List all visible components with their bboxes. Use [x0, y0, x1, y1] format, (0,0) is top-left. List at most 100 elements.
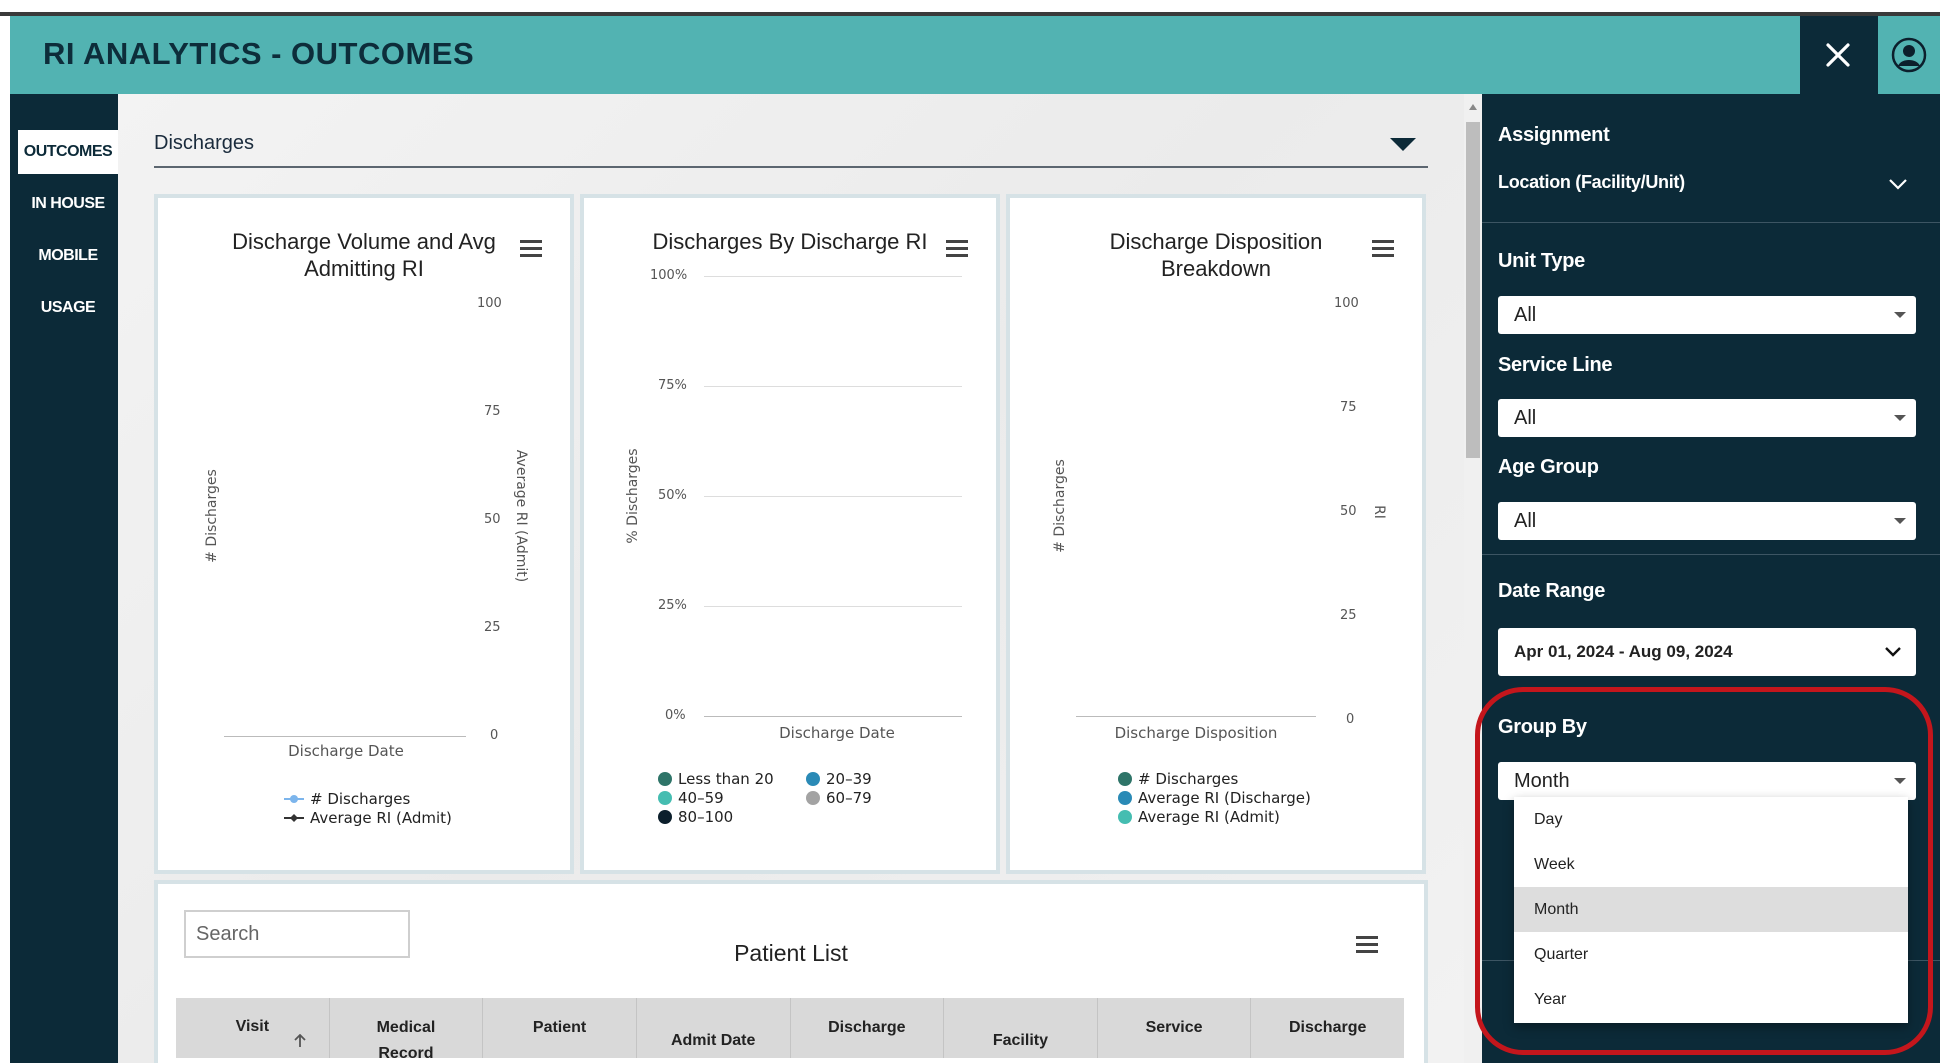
y-tick: 50: [1340, 504, 1357, 519]
legend-item[interactable]: Average RI (Discharge): [1118, 789, 1311, 807]
legend-dot: [1118, 772, 1132, 786]
x-axis-line: [224, 736, 466, 737]
group-by-option-day[interactable]: Day: [1534, 810, 1563, 828]
column-header-patient[interactable]: Patient: [483, 998, 637, 1058]
legend-item[interactable]: 60–79: [806, 789, 872, 807]
unit-type-select[interactable]: All: [1498, 296, 1916, 334]
chart-menu-icon[interactable]: [1372, 240, 1394, 258]
service-line-label: Service Line: [1498, 354, 1613, 376]
chart-menu-icon[interactable]: [520, 240, 542, 258]
group-by-option-year[interactable]: Year: [1534, 990, 1567, 1008]
legend-item[interactable]: # Discharges: [1118, 770, 1238, 788]
chevron-down-icon[interactable]: [1888, 178, 1908, 190]
column-header-discharge[interactable]: Discharge: [791, 998, 945, 1058]
legend-dot: [658, 772, 672, 786]
legend-item[interactable]: # Discharges: [284, 790, 410, 808]
legend-dot: [1118, 791, 1132, 805]
dropdown-arrow-icon: [1894, 518, 1906, 524]
y-axis-label: % Discharges: [625, 448, 641, 544]
scroll-up-arrow-icon[interactable]: [1469, 104, 1477, 110]
group-by-option-week[interactable]: Week: [1534, 855, 1575, 873]
user-account-icon: [1891, 37, 1927, 73]
left-navigation: OUTCOMES IN HOUSE MOBILE USAGE: [10, 94, 118, 1063]
line-marker-icon: [284, 814, 304, 822]
chevron-down-icon: [1885, 647, 1901, 657]
window-top-border: [0, 0, 1940, 16]
legend-item[interactable]: 20–39: [806, 770, 872, 788]
column-header-medical-record[interactable]: Medical Record: [330, 998, 484, 1062]
chart-title: Discharge Disposition Breakdown: [1109, 229, 1323, 281]
y-tick: 25%: [658, 598, 687, 613]
chart-title: Discharges By Discharge RI: [652, 229, 928, 254]
x-axis-label: Discharge Disposition: [1114, 724, 1278, 742]
column-header-visit[interactable]: Visit: [176, 998, 330, 1058]
group-by-label: Group By: [1498, 716, 1587, 738]
sort-ascending-icon: [294, 1034, 306, 1047]
main-content: Discharges Discharge Volume and Avg Admi…: [118, 94, 1464, 1063]
gridline: [704, 276, 962, 277]
column-header-facility[interactable]: Facility: [944, 998, 1098, 1058]
patient-table-header: Visit Medical Record Patient Admit Date D…: [176, 998, 1404, 1062]
patient-list-menu-icon[interactable]: [1356, 936, 1378, 954]
y-axis-label: # Discharges: [1052, 459, 1068, 553]
legend-dot: [806, 772, 820, 786]
column-header-admit-date[interactable]: Admit Date: [637, 998, 791, 1058]
chart-menu-icon[interactable]: [946, 240, 968, 258]
patient-search-input[interactable]: [184, 910, 410, 958]
scrollbar-thumb[interactable]: [1466, 122, 1480, 458]
chart-card-volume: Discharge Volume and Avg Admitting RI 10…: [154, 194, 574, 874]
dropdown-arrow-icon: [1894, 312, 1906, 318]
section-divider: [154, 166, 1428, 168]
legend-item[interactable]: Less than 20: [658, 770, 774, 788]
user-account-button[interactable]: [1876, 16, 1940, 94]
legend-item[interactable]: Average RI (Admit): [284, 809, 452, 827]
x-axis-label: Discharge Date: [288, 742, 404, 760]
age-group-label: Age Group: [1498, 456, 1599, 478]
group-by-option-month[interactable]: Month: [1514, 887, 1908, 932]
chart-title: Discharge Volume and Avg Admitting RI: [232, 229, 496, 281]
legend-dot: [658, 791, 672, 805]
date-range-select[interactable]: Apr 01, 2024 - Aug 09, 2024: [1498, 628, 1916, 676]
service-line-select[interactable]: All: [1498, 399, 1916, 437]
dropdown-arrow-icon: [1894, 778, 1906, 784]
y-tick: 25: [484, 620, 501, 635]
y-tick: 0: [1346, 712, 1355, 727]
y-tick: 100%: [650, 268, 688, 283]
assignment-label: Assignment: [1498, 124, 1610, 146]
y-tick: 0: [490, 728, 499, 743]
app-title: RI ANALYTICS - OUTCOMES: [43, 36, 475, 71]
line-marker-icon: [284, 795, 304, 803]
nav-item-mobile[interactable]: MOBILE: [38, 247, 98, 264]
nav-item-in-house[interactable]: IN HOUSE: [31, 195, 105, 212]
x-axis-label: Discharge Date: [779, 724, 895, 742]
app-header: RI ANALYTICS - OUTCOMES: [10, 16, 1940, 94]
date-range-label: Date Range: [1498, 580, 1606, 602]
column-header-service[interactable]: Service: [1098, 998, 1252, 1058]
section-title: Discharges: [154, 132, 255, 154]
legend-dot: [806, 791, 820, 805]
nav-item-outcomes[interactable]: OUTCOMES: [18, 130, 118, 174]
group-by-select[interactable]: Month: [1498, 762, 1916, 800]
close-button[interactable]: [1800, 16, 1876, 94]
section-collapse-toggle[interactable]: [1390, 138, 1416, 151]
main-scrollbar[interactable]: [1464, 94, 1482, 1063]
chart-card-by-ri: Discharges By Discharge RI 100% 75% 50% …: [580, 194, 1000, 874]
column-header-discharge-2[interactable]: Discharge: [1289, 1019, 1367, 1036]
legend-item[interactable]: Average RI (Admit): [1118, 808, 1280, 826]
gridline: [704, 606, 962, 607]
age-group-select[interactable]: All: [1498, 502, 1916, 540]
nav-item-usage[interactable]: USAGE: [40, 299, 96, 316]
dropdown-arrow-icon: [1894, 415, 1906, 421]
location-facility-unit-toggle[interactable]: Location (Facility/Unit): [1498, 172, 1685, 192]
group-by-option-quarter[interactable]: Quarter: [1534, 945, 1589, 963]
gridline: [704, 386, 962, 387]
legend-dot: [658, 810, 672, 824]
legend-item[interactable]: 80–100: [658, 808, 733, 826]
y-tick: 100: [1334, 296, 1359, 311]
y-tick: 100: [477, 296, 502, 311]
x-axis-line: [1076, 716, 1316, 717]
y-tick: 25: [1340, 608, 1357, 623]
unit-type-label: Unit Type: [1498, 250, 1585, 272]
legend-item[interactable]: 40–59: [658, 789, 724, 807]
